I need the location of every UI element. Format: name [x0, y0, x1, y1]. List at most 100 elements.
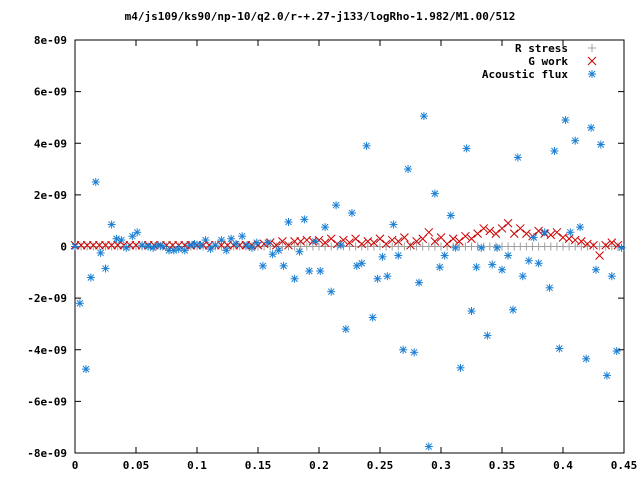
acoustic-flux-point — [357, 259, 366, 268]
acoustic-flux-point — [566, 228, 575, 237]
acoustic-flux-point — [117, 236, 126, 245]
acoustic-flux-point — [373, 274, 382, 283]
x-tick-label: 0.25 — [367, 459, 394, 472]
acoustic-flux-point — [316, 267, 325, 276]
x-tick-label: 0.4 — [553, 459, 573, 472]
g-work-point — [552, 227, 562, 237]
acoustic-flux-point — [144, 242, 153, 251]
g-work-point — [473, 229, 482, 238]
g-work-point — [467, 234, 476, 244]
acoustic-flux-point — [430, 189, 439, 198]
g-work-point — [400, 233, 409, 242]
acoustic-flux-point — [336, 241, 345, 250]
acoustic-flux-point — [419, 112, 428, 121]
acoustic-flux-point — [404, 165, 413, 174]
acoustic-flux-point — [550, 146, 559, 155]
acoustic-flux-point — [300, 215, 309, 224]
acoustic-flux-point — [488, 260, 497, 269]
acoustic-flux-point — [576, 223, 585, 232]
y-tick-label: -8e-09 — [27, 447, 67, 460]
g-work-point — [589, 240, 598, 250]
x-tick-label: 0.1 — [187, 459, 207, 472]
acoustic-flux-point — [602, 371, 611, 380]
acoustic-flux-point — [153, 241, 162, 250]
acoustic-flux-point — [545, 283, 554, 292]
acoustic-flux-point — [327, 287, 336, 296]
y-tick-label: 8e-09 — [34, 34, 67, 47]
y-tick-label: -2e-09 — [27, 292, 67, 305]
acoustic-flux-point — [268, 250, 277, 259]
acoustic-flux-point — [169, 246, 178, 255]
acoustic-flux-point — [232, 239, 241, 248]
g-work-point — [101, 240, 110, 250]
acoustic-flux-point — [347, 208, 356, 217]
acoustic-flux-point — [247, 243, 256, 252]
acoustic-flux-point — [389, 220, 398, 229]
x-tick-label: 0.15 — [245, 459, 272, 472]
legend-label: R stress — [515, 42, 568, 55]
acoustic-flux-point — [456, 363, 465, 372]
acoustic-flux-point — [415, 278, 424, 287]
acoustic-flux-point — [617, 243, 626, 252]
acoustic-flux-point — [534, 259, 543, 268]
acoustic-flux-point — [591, 265, 600, 274]
legend-marker — [588, 70, 596, 78]
g-work-point — [320, 238, 330, 247]
chart-title: m4/js109/ks90/np-10/q2.0/r-+.27-j133/log… — [124, 10, 516, 23]
g-work-point — [424, 227, 434, 237]
g-work-point — [601, 240, 611, 250]
y-tick-label: -4e-09 — [27, 344, 67, 357]
acoustic-flux-point — [582, 354, 591, 363]
acoustic-flux-point — [472, 263, 481, 272]
acoustic-flux-point — [217, 236, 226, 245]
g-work-point — [357, 239, 367, 249]
g-work-point — [95, 240, 104, 250]
acoustic-flux-point — [122, 243, 131, 252]
acoustic-flux-point — [571, 136, 580, 145]
acoustic-flux-point — [112, 234, 121, 243]
g-work-point — [448, 234, 458, 244]
acoustic-flux-point — [477, 243, 486, 252]
acoustic-flux-point — [284, 217, 293, 226]
g-work-point — [326, 234, 336, 244]
data-marks — [70, 112, 626, 451]
acoustic-flux-point — [383, 272, 392, 281]
acoustic-flux-point — [81, 365, 90, 374]
g-work-point — [406, 240, 415, 250]
acoustic-flux-point — [174, 245, 183, 254]
g-work-point — [223, 240, 232, 250]
g-work-point — [375, 234, 385, 244]
acoustic-flux-point — [513, 153, 522, 162]
x-tick-label: 0 — [72, 459, 79, 472]
acoustic-flux-point — [305, 267, 314, 276]
x-tick-label: 0.05 — [123, 459, 150, 472]
legend-label: G work — [528, 55, 568, 68]
acoustic-flux-point — [368, 313, 377, 322]
y-tick-label: 4e-09 — [34, 137, 67, 150]
acoustic-flux-point — [451, 243, 460, 252]
g-work-point — [607, 238, 617, 247]
axis-ticks: 0 0.05 0.1 0.15 0.2 0.25 0.3 0.35 0.4 0.45 -8e-09 -… — [27, 34, 637, 472]
acoustic-flux-point — [424, 442, 433, 451]
acoustic-flux-point — [211, 241, 220, 250]
acoustic-flux-point — [263, 238, 272, 247]
acoustic-flux-point — [107, 220, 116, 229]
acoustic-flux-point — [206, 245, 215, 254]
g-work-point — [381, 239, 391, 249]
acoustic-flux-point — [607, 272, 616, 281]
acoustic-flux-point — [493, 243, 502, 252]
acoustic-flux-point — [440, 251, 449, 260]
acoustic-flux-point — [311, 237, 320, 246]
g-work-point — [491, 229, 501, 238]
acoustic-flux-point — [612, 347, 621, 356]
g-work-point — [107, 240, 116, 250]
g-work-point — [278, 236, 287, 246]
g-work-point — [479, 224, 489, 233]
g-work-point — [345, 238, 354, 247]
acoustic-flux-point — [498, 265, 506, 274]
acoustic-flux-point — [295, 247, 304, 256]
acoustic-flux-point — [238, 232, 247, 241]
g-work-point — [284, 240, 293, 250]
